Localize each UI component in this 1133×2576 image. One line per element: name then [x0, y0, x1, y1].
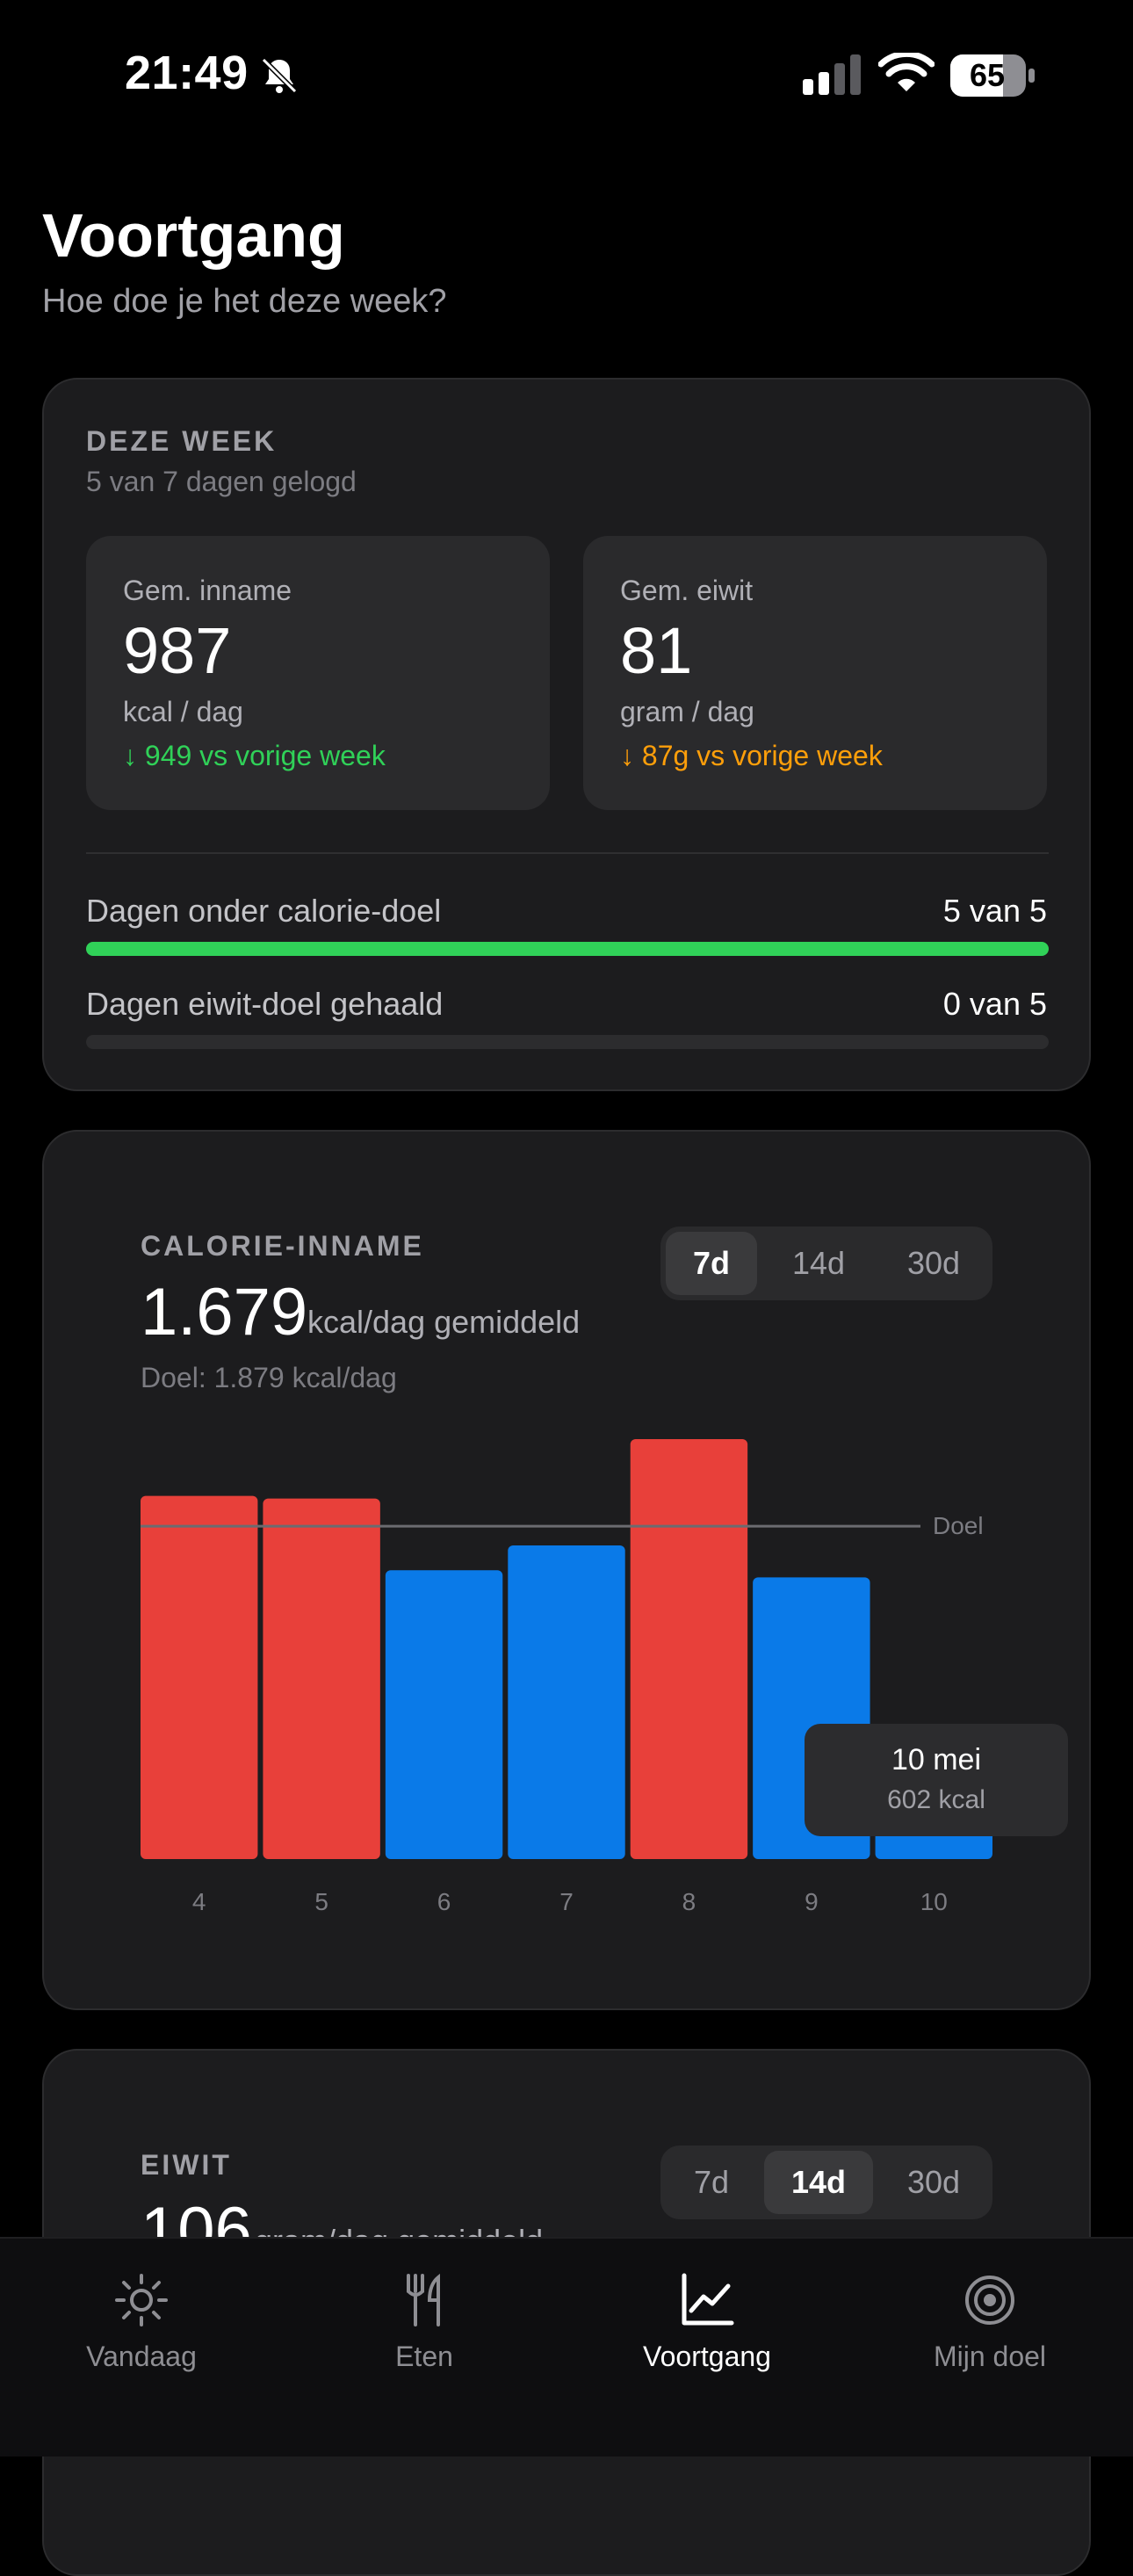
- avg-intake-label: Gem. inname: [123, 575, 292, 606]
- bell-muted-icon: [261, 57, 298, 94]
- calorie-bar-chart: 4 5 6 7 8 9 10 Doel: [141, 1439, 992, 1915]
- x-tick-label: 8: [682, 1888, 696, 1915]
- chart-tooltip: 10 mei 602 kcal: [805, 1724, 1068, 1836]
- tab-bar: Vandaag Eten Voortgang Mijn doel: [0, 2237, 1133, 2457]
- calorie-intake-card: CALORIE-INNAME 1.679 kcal/dag gemiddeld …: [42, 1130, 1091, 2010]
- x-tick-label: 4: [192, 1888, 206, 1915]
- protein-goal-track: [86, 1035, 1049, 1049]
- battery-level: 65: [969, 57, 1006, 93]
- avg-protein-label: Gem. eiwit: [620, 575, 754, 606]
- protein-goal-label: Dagen eiwit-doel gehaald: [86, 986, 444, 1022]
- avg-intake-value: 987: [123, 614, 232, 687]
- protein-range-selector: 7d 14d 30d: [660, 2145, 992, 2219]
- tab-mijn-doel[interactable]: Mijn doel: [848, 2239, 1131, 2397]
- week-label: DEZE WEEK: [86, 425, 278, 457]
- calorie-avg-value: 1.679: [141, 1275, 308, 1350]
- bar-day-7[interactable]: [508, 1545, 625, 1859]
- calorie-goal-track: [86, 942, 1049, 956]
- tab-eten[interactable]: Eten: [283, 2239, 566, 2397]
- avg-protein-box: Gem. eiwit 81 gram / dag ↓ 87g vs vorige…: [583, 536, 1047, 810]
- battery-icon: [950, 54, 1035, 97]
- avg-protein-value: 81: [620, 614, 693, 687]
- week-sub: 5 van 7 dagen gelogd: [86, 466, 357, 497]
- page-title: Voortgang: [42, 201, 345, 270]
- wifi-icon: [878, 53, 935, 91]
- avg-intake-unit: kcal / dag: [123, 696, 243, 727]
- avg-intake-box: Gem. inname 987 kcal / dag ↓ 949 vs vori…: [86, 536, 550, 810]
- avg-protein-unit: gram / dag: [620, 696, 754, 727]
- target-icon: [965, 2276, 1014, 2325]
- week-summary-card: DEZE WEEK 5 van 7 dagen gelogd Gem. inna…: [42, 378, 1091, 1091]
- avg-protein-delta: ↓ 87g vs vorige week: [620, 740, 883, 771]
- x-tick-label: 6: [437, 1888, 451, 1915]
- x-tick-label: 5: [314, 1888, 328, 1915]
- protein-range-30d-button[interactable]: 30d: [906, 2164, 961, 2200]
- calorie-label: CALORIE-INNAME: [141, 1230, 424, 1262]
- calorie-goal-text: Doel: 1.879 kcal/dag: [141, 1362, 397, 1393]
- x-tick-label: 10: [920, 1888, 948, 1915]
- cell-signal-icon: [803, 54, 861, 95]
- calorie-goal-label: Dagen onder calorie-doel: [86, 893, 442, 929]
- tab-vandaag[interactable]: Vandaag: [0, 2239, 283, 2397]
- range-7d-button[interactable]: 7d: [666, 1232, 757, 1295]
- tooltip-value: 602 kcal: [887, 1785, 985, 1814]
- sun-icon: [115, 2274, 168, 2326]
- x-tick-label: 9: [805, 1888, 819, 1915]
- tab-label: Eten: [395, 2341, 453, 2372]
- calorie-goal-value: 5 van 5: [942, 893, 1047, 929]
- avg-intake-delta: ↓ 949 vs vorige week: [123, 740, 386, 771]
- tab-label: Voortgang: [643, 2341, 771, 2372]
- tab-voortgang[interactable]: Voortgang: [566, 2239, 848, 2397]
- protein-range-14d-button[interactable]: 14d: [764, 2151, 873, 2214]
- chart-icon: [682, 2273, 734, 2326]
- calorie-avg-unit: kcal/dag gemiddeld: [307, 1304, 581, 1340]
- bar-day-8[interactable]: [630, 1439, 748, 1859]
- tab-label: Mijn doel: [933, 2341, 1047, 2372]
- protein-goal-value: 0 van 5: [942, 986, 1047, 1022]
- range-30d-button[interactable]: 30d: [906, 1245, 961, 1281]
- tab-label: Vandaag: [86, 2341, 197, 2372]
- bar-day-5[interactable]: [263, 1498, 380, 1859]
- fork-knife-icon: [407, 2273, 440, 2326]
- protein-label: EIWIT: [141, 2149, 232, 2181]
- page-subtitle: Hoe doe je het deze week?: [42, 283, 447, 320]
- protein-range-7d-button[interactable]: 7d: [693, 2164, 730, 2200]
- calorie-range-selector: 7d 14d 30d: [660, 1226, 992, 1300]
- divider: [86, 852, 1049, 854]
- tooltip-date: 10 mei: [891, 1743, 982, 1776]
- x-tick-label: 7: [559, 1888, 574, 1915]
- bar-day-4[interactable]: [141, 1495, 258, 1859]
- goal-line-label: Doel: [933, 1512, 984, 1539]
- range-14d-button[interactable]: 14d: [791, 1245, 846, 1281]
- bar-day-6[interactable]: [385, 1570, 503, 1859]
- status-time: 21:49: [125, 47, 249, 99]
- calorie-goal-fill: [86, 942, 1049, 956]
